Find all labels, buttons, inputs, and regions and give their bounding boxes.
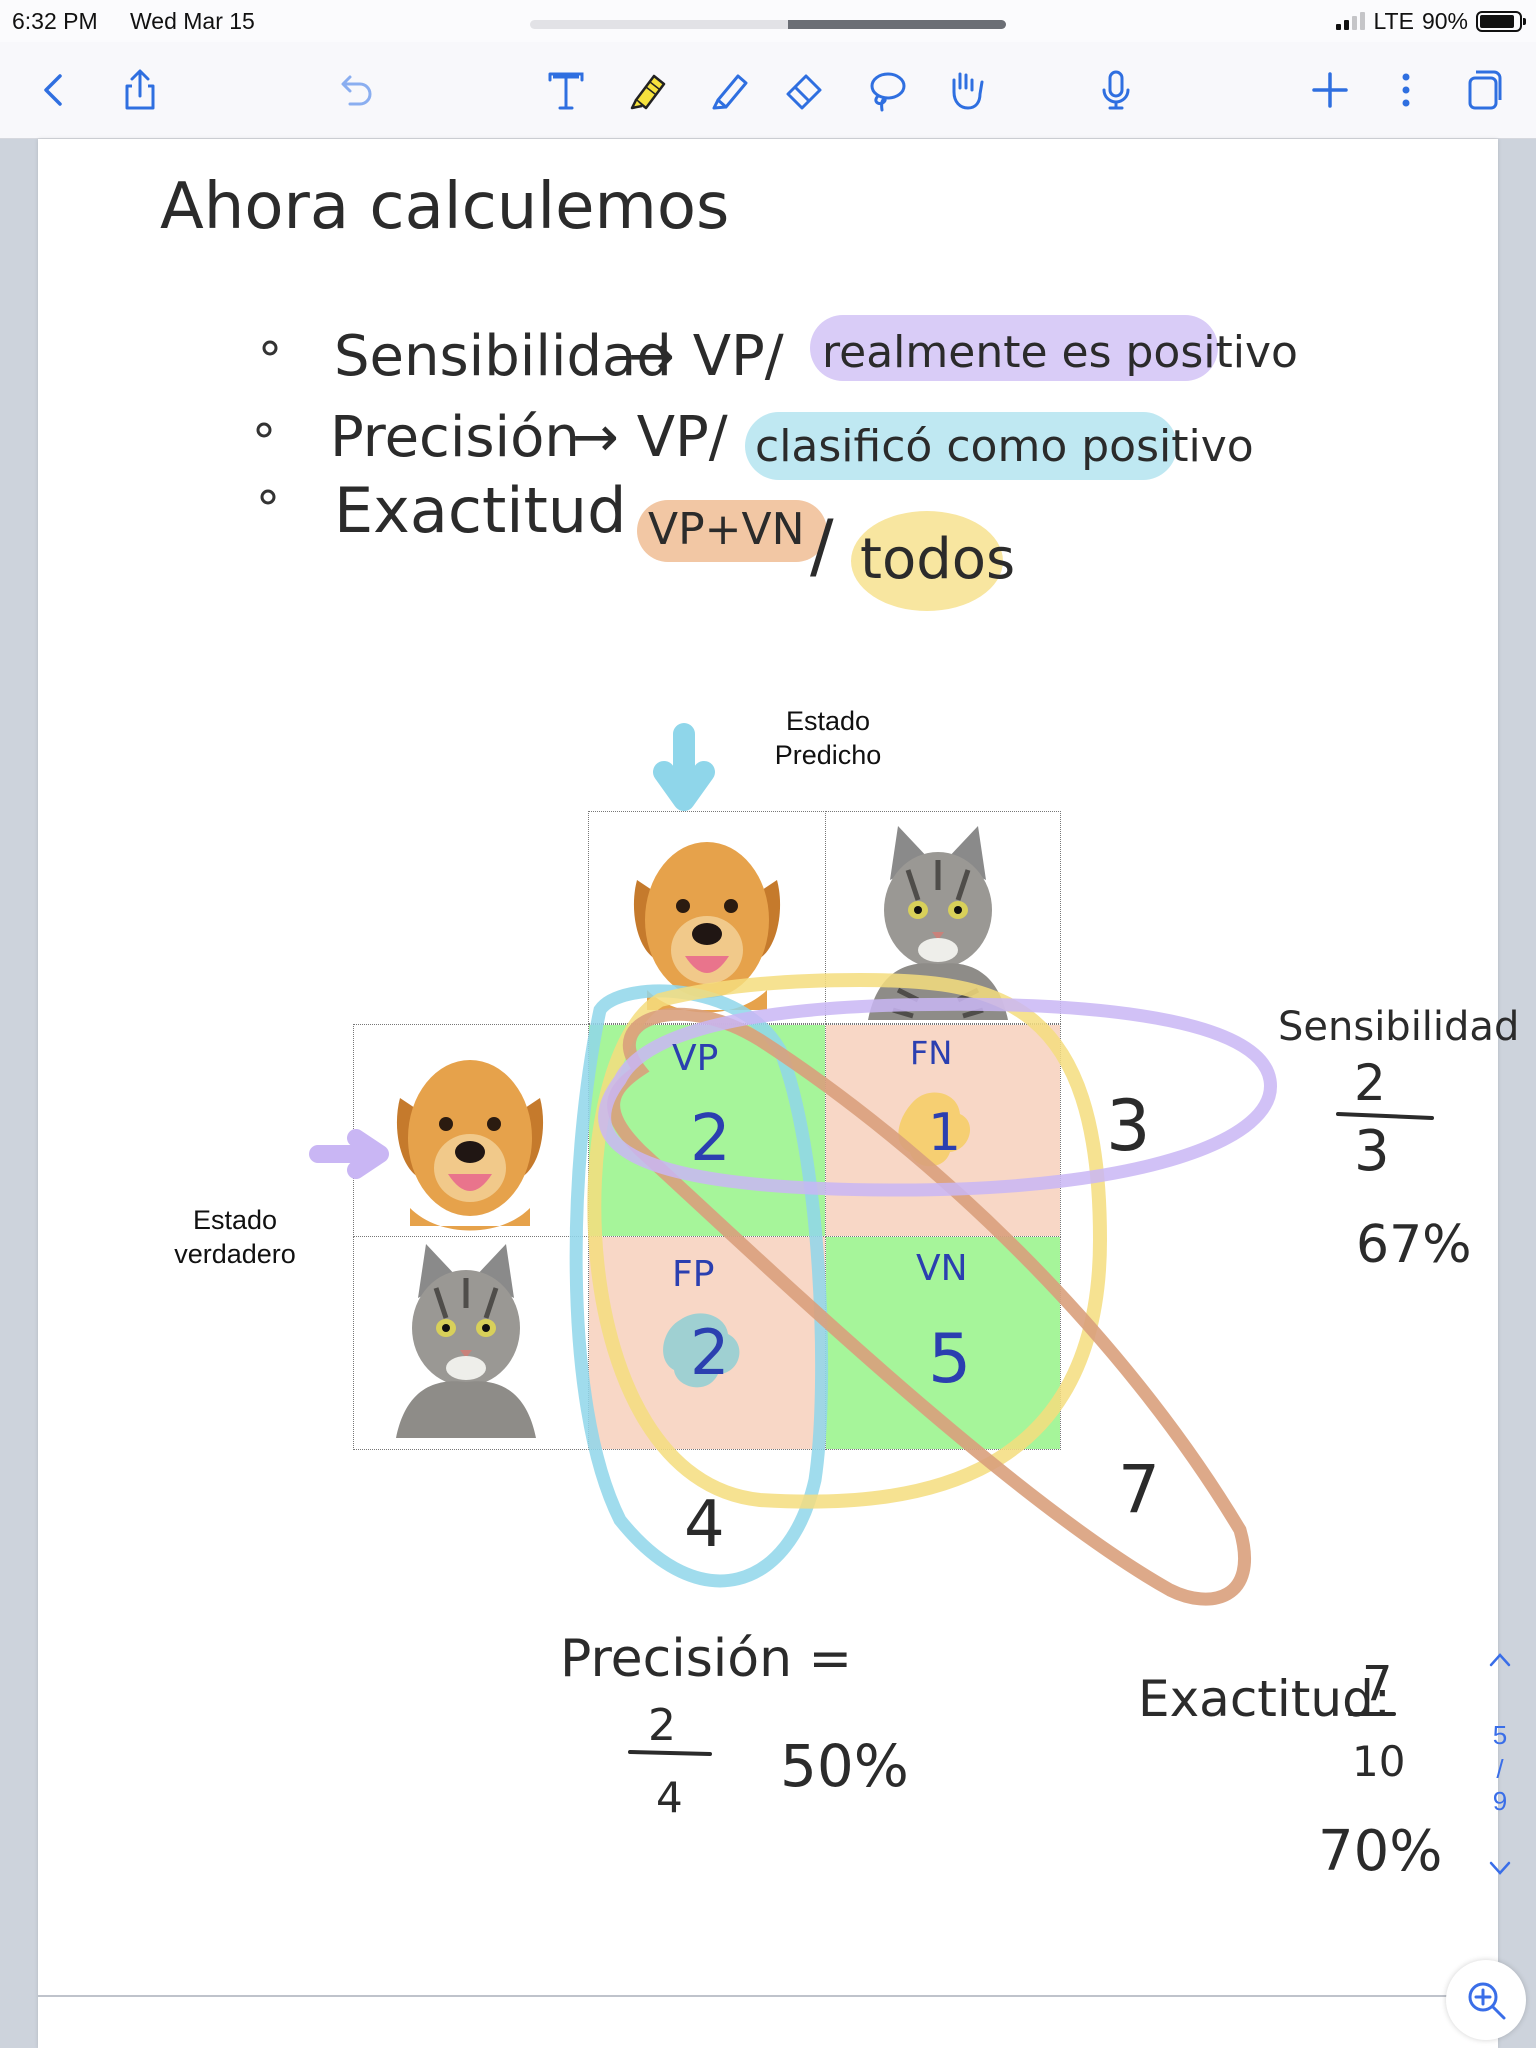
total-pages: 9 xyxy=(1492,1786,1508,1816)
highlight-clasifico xyxy=(745,412,1177,480)
highlight-vpvn xyxy=(637,500,827,562)
notes-toolbar xyxy=(0,42,1536,139)
accuracy-loop xyxy=(587,972,1108,1509)
exact-label: Exactitud: xyxy=(1138,1670,1391,1728)
sens-fraction-bar xyxy=(1336,1112,1434,1120)
vp-value: 2 xyxy=(690,1102,731,1176)
zoom-in-icon xyxy=(1468,1982,1506,2020)
sens-den: 3 xyxy=(1354,1119,1390,1184)
pages-icon[interactable] xyxy=(1460,66,1508,114)
page-divider xyxy=(38,1995,1498,1997)
bullet-formula-3: VP+VN xyxy=(648,504,805,555)
true-arrow-icon xyxy=(309,1129,389,1179)
true-state-label: Estado verdadero xyxy=(174,1205,296,1269)
microphone-icon[interactable] xyxy=(1092,66,1140,114)
diagonal-loop xyxy=(607,1007,1252,1606)
cat-photo xyxy=(396,1244,536,1438)
bullet-formula-2: → VP/ xyxy=(572,405,728,470)
status-bar: 6:32 PM Wed Mar 15 LTE 90% xyxy=(0,0,1536,42)
prec-den: 4 xyxy=(656,1773,683,1822)
dog-photo xyxy=(396,1060,544,1231)
prec-label: Precisión = xyxy=(560,1629,852,1689)
exact-num: 7 xyxy=(1362,1656,1393,1712)
eraser-icon[interactable] xyxy=(780,66,828,114)
sens-pct: 67% xyxy=(1356,1215,1472,1275)
signal-icon xyxy=(1336,12,1366,30)
fp-tag: FP xyxy=(672,1254,714,1295)
exact-den: 10 xyxy=(1352,1737,1405,1786)
add-icon[interactable] xyxy=(1306,66,1354,114)
pen-icon[interactable] xyxy=(706,66,754,114)
chevron-up-icon[interactable] xyxy=(1488,1650,1512,1670)
hand-icon[interactable] xyxy=(940,66,988,114)
highlight-todos xyxy=(851,511,1003,611)
bullet-dot xyxy=(256,422,272,438)
multitask-grabber[interactable] xyxy=(530,20,1006,29)
heading-text: Ahora calculemos xyxy=(160,170,729,244)
chevron-down-icon[interactable] xyxy=(1488,1858,1512,1878)
fp-value: 2 xyxy=(690,1316,729,1389)
row-total: 3 xyxy=(1106,1085,1151,1167)
dog-photo xyxy=(633,842,781,1013)
vn-fill xyxy=(826,1237,1060,1449)
bullet-highlight-3: todos xyxy=(860,527,1015,592)
predicted-arrow-icon xyxy=(653,723,715,811)
exact-pct: 70% xyxy=(1318,1819,1442,1884)
highlighter-icon[interactable] xyxy=(624,66,672,114)
zoom-in-button[interactable] xyxy=(1446,1960,1526,2040)
vn-tag: VN xyxy=(916,1248,968,1289)
current-page: 5 xyxy=(1492,1720,1508,1750)
battery-label: 90% xyxy=(1421,7,1468,34)
sens-label: Sensibilidad = xyxy=(1278,1004,1536,1050)
bullet-dot xyxy=(262,340,278,356)
more-icon[interactable] xyxy=(1382,66,1430,114)
prec-num: 2 xyxy=(648,1700,676,1751)
bullet-term-3: Exactitud xyxy=(334,474,626,547)
bullet-highlight-2: clasificó como positivo xyxy=(755,421,1254,472)
share-icon[interactable] xyxy=(116,66,164,114)
network-label: LTE xyxy=(1373,7,1414,34)
battery-icon xyxy=(1476,10,1526,32)
predicted-cat-cell xyxy=(825,811,1061,1024)
bullet-sep-3: / xyxy=(810,505,834,587)
status-date: Wed Mar 15 xyxy=(130,8,255,34)
fn-value: 1 xyxy=(928,1103,961,1163)
bullet-highlight-1: realmente es positivo xyxy=(822,327,1298,378)
undo-icon[interactable] xyxy=(330,66,378,114)
col-total: 4 xyxy=(684,1488,725,1562)
status-time: 6:32 PM xyxy=(12,8,98,34)
bullet-term-1: Sensibilidad xyxy=(334,324,672,389)
prec-pct: 50% xyxy=(780,1732,909,1800)
sens-num: 2 xyxy=(1354,1054,1386,1112)
highlight-positivo xyxy=(810,315,1218,381)
back-icon[interactable] xyxy=(30,66,78,114)
predicted-state-label: Estado Predicho xyxy=(774,706,882,770)
vp-tag: VP xyxy=(672,1038,718,1079)
page-separator: / xyxy=(1496,1754,1504,1784)
cat-photo xyxy=(868,826,1008,1020)
status-right: LTE 90% xyxy=(1336,6,1526,36)
page-indicator: 5 / 9 xyxy=(1478,1650,1522,1890)
fn-tag: FN xyxy=(910,1034,952,1072)
fn-blob xyxy=(898,1092,971,1167)
bullet-dot xyxy=(260,489,276,505)
lasso-icon[interactable] xyxy=(862,66,910,114)
diag-total: 7 xyxy=(1118,1451,1160,1528)
prec-fraction-bar xyxy=(628,1750,712,1756)
vn-value: 5 xyxy=(928,1320,971,1399)
bullet-term-2: Precisión xyxy=(330,405,580,470)
sensitivity-loop xyxy=(598,997,1277,1197)
fp-blob xyxy=(663,1313,740,1388)
text-tool-icon[interactable] xyxy=(542,66,590,114)
bullet-formula-1: → VP/ xyxy=(628,324,784,389)
